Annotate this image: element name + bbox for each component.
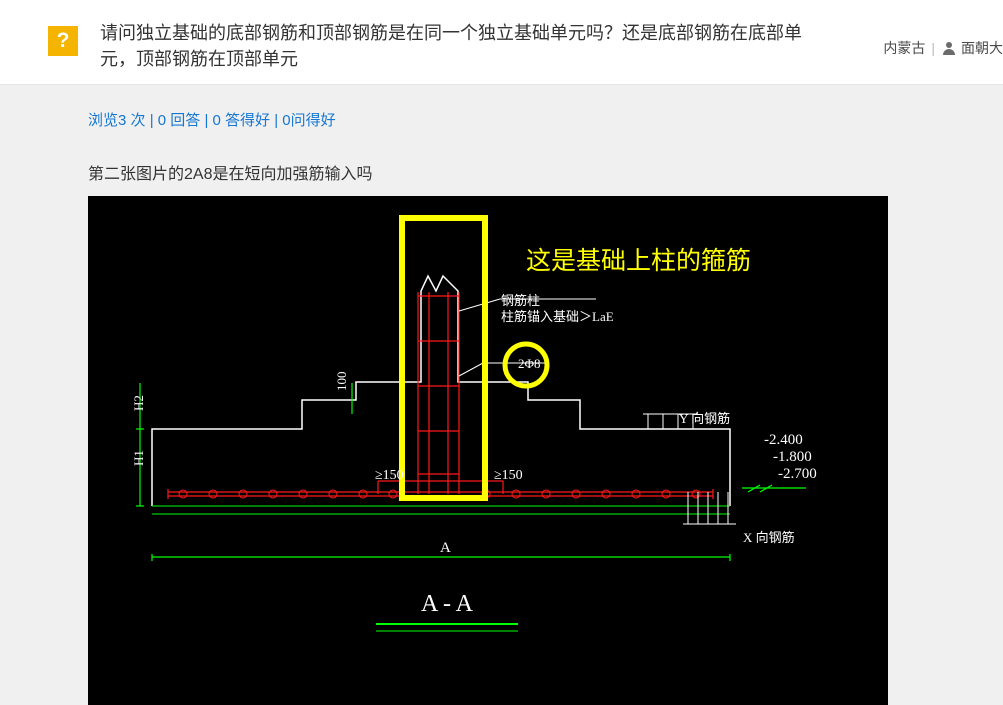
views-link[interactable]: 浏览3 次 — [88, 112, 146, 129]
question-mark-icon: ? — [48, 26, 78, 56]
cad-label: -1.800 — [773, 449, 812, 466]
cad-image[interactable]: 这是基础上柱的箍筋 钢筋柱柱筋锚入基础＞LaE2Φ8100H2H1≥150≥15… — [88, 196, 888, 705]
cad-label: 柱筋锚入基础＞LaE — [501, 306, 614, 325]
answers-link[interactable]: 0 回答 — [158, 112, 201, 129]
separator: | — [931, 40, 935, 56]
cad-label: ≥150 — [375, 468, 404, 484]
cad-label: H1 — [131, 450, 147, 466]
cad-label: A - A — [421, 591, 473, 618]
header-meta: 内蒙古 | 面朝大 — [883, 20, 1003, 58]
cad-label: 2Φ8 — [518, 356, 541, 372]
content-area: 浏览3 次 | 0 回答 | 0 答得好 | 0问得好 第二张图片的2A8是在短… — [0, 85, 1003, 705]
good-answers-link[interactable]: 0 答得好 — [213, 112, 271, 129]
question-header: ? 请问独立基础的底部钢筋和顶部钢筋是在同一个独立基础单元吗？还是底部钢筋在底部… — [0, 0, 1003, 85]
cad-label: A — [440, 540, 451, 557]
cad-label: -2.700 — [778, 466, 817, 483]
cad-label: ≥150 — [494, 468, 523, 484]
user-icon — [941, 40, 957, 56]
stats-line: 浏览3 次 | 0 回答 | 0 答得好 | 0问得好 — [88, 109, 1003, 130]
cad-label: H2 — [131, 395, 147, 411]
username[interactable]: 面朝大 — [961, 38, 1003, 58]
question-title: 请问独立基础的底部钢筋和顶部钢筋是在同一个独立基础单元吗？还是底部钢筋在底部单元… — [100, 20, 810, 72]
good-questions-link[interactable]: 0问得好 — [282, 112, 335, 129]
cad-svg — [88, 196, 888, 705]
region-label: 内蒙古 — [883, 38, 925, 58]
question-body-text: 第二张图片的2A8是在短向加强筋输入吗 — [88, 160, 1003, 184]
cad-label: Y 向钢筋 — [679, 408, 730, 427]
separator: | — [204, 112, 212, 129]
annotation-main: 这是基础上柱的箍筋 — [526, 241, 751, 277]
cad-label: -2.400 — [764, 432, 803, 449]
separator: | — [150, 112, 158, 129]
cad-label: 100 — [334, 372, 350, 392]
cad-label: X 向钢筋 — [743, 527, 795, 546]
